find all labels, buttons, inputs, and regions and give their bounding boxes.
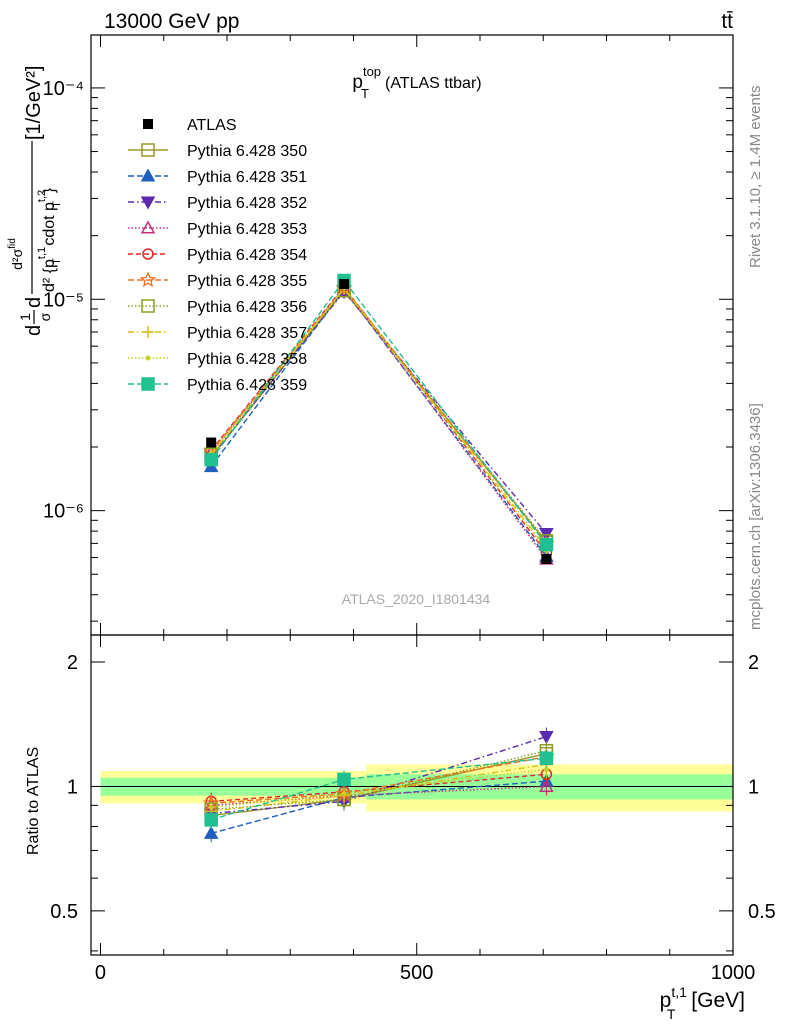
legend-marker (140, 220, 156, 234)
legend-entry: Pythia 6.428 356 (128, 299, 307, 316)
ylabel-d1: d (23, 325, 45, 336)
x-tick-label: 500 (400, 962, 433, 984)
series-layer (202, 273, 555, 843)
legend-marker (145, 355, 151, 361)
header-right: tt̄ (721, 10, 733, 33)
legend-label: Pythia 6.428 356 (187, 299, 307, 316)
y-tick-label: 10⁻⁶ (43, 501, 84, 523)
series-line-ratio (211, 756, 547, 805)
series-point-ratio (337, 772, 351, 787)
legend-entry: Pythia 6.428 359 (128, 377, 307, 394)
main-y-axis-label: d 1 σ d d²σfid d² {pt,1T cdot pt,2T} [1/… (7, 66, 63, 336)
reference-point (339, 279, 350, 290)
legend-label: Pythia 6.428 353 (187, 221, 307, 238)
legend: ATLAS Pythia 6.428 350 Pythia 6.428 351 Pyt… (128, 117, 307, 394)
series-point-main (539, 537, 554, 552)
series-point-ratio (543, 766, 549, 772)
legend-marker (143, 119, 153, 129)
series-point-main (204, 452, 218, 467)
legend-marker (141, 143, 155, 157)
legend-entry: Pythia 6.428 358 (128, 351, 307, 368)
legend-label: Pythia 6.428 359 (187, 377, 307, 394)
ylabel-frac1-top: 1 (17, 313, 33, 321)
legend-entry: Pythia 6.428 353 (128, 220, 307, 238)
legend-label: Pythia 6.428 350 (187, 143, 307, 160)
ratio-y-tick-label: 0.5 (50, 901, 78, 923)
legend-label: Pythia 6.428 354 (187, 247, 307, 264)
legend-label: Pythia 6.428 352 (187, 195, 307, 212)
ratio-panel-frame (90, 634, 734, 956)
legend-entry: Pythia 6.428 351 (128, 168, 307, 186)
series-line-ratio (211, 735, 547, 815)
legend-marker (140, 168, 156, 182)
axis-layer: 0 500 1000 10⁻⁴ 10⁻⁵ 10⁻⁶ 2 2 1 1 0.5 0.5 (43, 35, 776, 984)
x-axis-label: pt,1 T [GeV] (660, 984, 745, 1022)
legend-marker (139, 271, 157, 288)
ylabel-frac2-bottom: d² {pt,1T cdot pt,2T} (36, 187, 63, 292)
legend-label: Pythia 6.428 357 (187, 325, 307, 342)
legend-marker (141, 299, 155, 313)
series-point-ratio (203, 825, 219, 839)
ratio-y-tick-label-right: 1 (748, 776, 759, 798)
reference-point (206, 437, 217, 448)
series-point-ratio (539, 778, 554, 792)
legend-marker (141, 377, 155, 391)
mcplots-label: mcplots.cern.ch [arXiv:1306.3436] (747, 403, 764, 630)
series-point-ratio (204, 813, 218, 827)
series-line-ratio (211, 773, 547, 803)
main-title-sub: T (361, 86, 369, 101)
rivet-label: Rivet 3.1.10, ≥ 1.4M events (747, 86, 764, 269)
reference-data (206, 279, 552, 565)
main-title-sup: top (363, 64, 381, 79)
series-line-main (210, 286, 547, 551)
legend-entry: ATLAS (143, 117, 237, 134)
series-line-main (210, 279, 547, 546)
ratio-y-axis-label: Ratio to ATLAS (25, 747, 42, 855)
series-point-ratio (539, 751, 554, 766)
legend-label: Pythia 6.428 355 (187, 273, 307, 290)
series-point-ratio (341, 791, 347, 797)
ylabel-d2: d (23, 297, 45, 308)
legend-label: ATLAS (187, 117, 237, 134)
y-tick-label: 10⁻⁴ (43, 78, 84, 100)
legend-entry: Pythia 6.428 355 (128, 271, 307, 290)
ratio-frame-rect (90, 634, 734, 956)
ratio-y-tick-label: 2 (67, 652, 78, 674)
header-left: 13000 GeV pp (104, 10, 239, 33)
legend-marker (140, 196, 156, 210)
ratio-y-tick-label-right: 2 (748, 652, 759, 674)
legend-entry: Pythia 6.428 352 (128, 195, 307, 212)
ratio-y-tick-label-right: 0.5 (748, 901, 776, 923)
legend-marker (142, 326, 154, 338)
y-tick-label: 10⁻⁵ (43, 289, 84, 311)
series-point-ratio (539, 731, 554, 745)
ylabel-frac1-bottom: σ (37, 312, 53, 321)
ratio-y-tick-label: 1 (67, 776, 78, 798)
legend-label: Pythia 6.428 358 (187, 351, 307, 368)
main-title-symbol: p (352, 72, 363, 93)
main-title: ptop T (ATLAS ttbar) (352, 64, 481, 101)
main-title-suffix: (ATLAS ttbar) (385, 75, 482, 92)
ylabel-units: [1/GeV²] (23, 66, 45, 140)
legend-entry: Pythia 6.428 354 (128, 247, 307, 264)
x-tick-label: 0 (95, 962, 106, 984)
legend-marker (142, 248, 154, 260)
legend-entry: Pythia 6.428 357 (128, 325, 307, 342)
legend-entry: Pythia 6.428 350 (128, 143, 307, 160)
ylabel-frac2-top: d²σfid (7, 238, 25, 270)
series-point-ratio (208, 804, 214, 810)
reference-point (541, 554, 552, 565)
analysis-watermark: ATLAS_2020_I1801434 (342, 591, 491, 607)
x-tick-label: 1000 (711, 962, 756, 984)
legend-label: Pythia 6.428 351 (187, 169, 307, 186)
